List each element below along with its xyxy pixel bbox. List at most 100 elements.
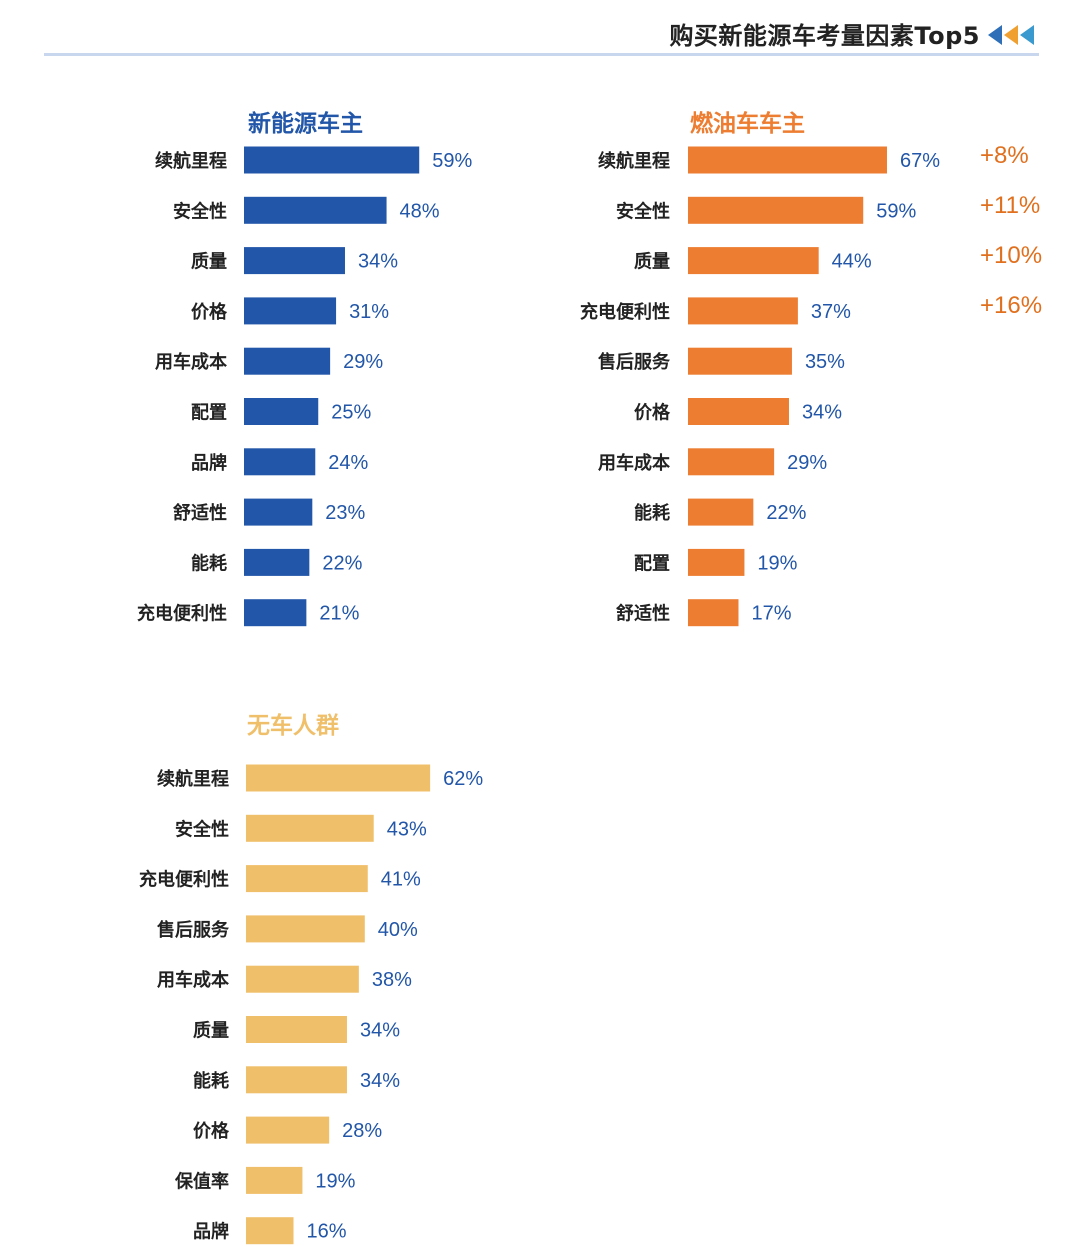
fuel-value-label: 34%	[802, 402, 842, 424]
nev-value-label: 29%	[343, 351, 383, 373]
nev-value-label: 24%	[328, 452, 368, 474]
fuel-value-label: 35%	[805, 351, 845, 373]
nev-value-label: 48%	[400, 200, 440, 222]
nocar-bar	[246, 814, 374, 842]
fuel-difference-annotation: +11%	[980, 192, 1040, 219]
nev-bar	[244, 448, 316, 476]
nev-category-label: 用车成本	[155, 351, 227, 373]
nev-owner-title: 新能源车主	[248, 111, 363, 137]
nocar-value-label: 62%	[443, 768, 483, 790]
nev-category-label: 安全性	[173, 200, 227, 222]
nev-bar	[244, 146, 420, 174]
nev-bar	[244, 347, 331, 375]
nev-value-label: 59%	[432, 150, 472, 172]
nocar-value-label: 28%	[342, 1120, 382, 1142]
fuel-bar	[688, 398, 789, 425]
nocar-category-label: 质量	[193, 1020, 229, 1042]
fuel-value-label: 29%	[787, 452, 827, 474]
nev-bar	[244, 599, 307, 627]
nocar-category-label: 充电便利性	[139, 869, 229, 891]
nev-bar	[244, 548, 310, 576]
nev-category-label: 充电便利性	[137, 603, 227, 625]
nev-category-label: 品牌	[191, 452, 227, 474]
nocar-bar	[246, 1166, 303, 1194]
fuel-owner-title: 燃油车车主	[690, 111, 805, 137]
nocar-category-label: 续航里程	[157, 768, 229, 790]
nev-value-label: 23%	[325, 502, 365, 524]
fuel-category-label: 质量	[634, 251, 670, 273]
fuel-value-label: 44%	[832, 251, 872, 273]
nocar-value-label: 41%	[381, 869, 421, 891]
fuel-bar	[688, 498, 754, 526]
triple-arrow-left-icon	[988, 25, 1034, 45]
nev-category-label: 价格	[191, 301, 228, 323]
page-title: 购买新能源车考量因素Top5	[669, 22, 980, 50]
fuel-category-label: 用车成本	[598, 452, 670, 474]
no-car-title: 无车人群	[247, 713, 339, 739]
nev-bar	[244, 398, 319, 425]
nev-value-label: 31%	[349, 301, 389, 323]
fuel-value-label: 19%	[757, 552, 797, 574]
nocar-category-label: 用车成本	[157, 969, 229, 991]
fuel-bar	[688, 448, 775, 476]
fuel-bar	[688, 146, 887, 174]
nocar-value-label: 40%	[378, 919, 418, 941]
nocar-value-label: 19%	[315, 1170, 355, 1192]
fuel-difference-annotation: +8%	[980, 142, 1029, 169]
nocar-value-label: 38%	[372, 969, 412, 991]
fuel-category-label: 舒适性	[616, 603, 670, 625]
nocar-bar	[246, 764, 431, 792]
fuel-bar	[688, 297, 798, 325]
nocar-bar	[246, 865, 368, 893]
nev-category-label: 续航里程	[155, 150, 227, 172]
nev-value-label: 25%	[331, 402, 371, 424]
nocar-bar	[246, 1217, 294, 1245]
fuel-value-label: 17%	[751, 603, 791, 625]
fuel-category-label: 能耗	[634, 502, 670, 524]
fuel-value-label: 59%	[876, 200, 916, 222]
nocar-bar	[246, 1116, 330, 1144]
fuel-category-label: 价格	[634, 402, 671, 424]
nocar-category-label: 价格	[193, 1120, 230, 1142]
nocar-value-label: 16%	[307, 1221, 347, 1243]
nocar-value-label: 34%	[360, 1070, 400, 1092]
nocar-bar	[246, 1066, 347, 1094]
nev-value-label: 22%	[322, 552, 362, 574]
nev-value-label: 34%	[358, 251, 398, 273]
fuel-bar	[688, 196, 864, 224]
nocar-category-label: 保值率	[174, 1170, 229, 1192]
nev-category-label: 舒适性	[173, 502, 227, 524]
nev-bar	[244, 297, 337, 325]
nev-category-label: 质量	[191, 251, 227, 273]
nev-bar	[244, 196, 387, 224]
nocar-category-label: 售后服务	[157, 919, 230, 941]
fuel-value-label: 37%	[811, 301, 851, 323]
nocar-bar	[246, 1016, 347, 1043]
nocar-value-label: 43%	[387, 818, 427, 840]
nocar-category-label: 品牌	[193, 1221, 229, 1243]
fuel-difference-annotation: +16%	[980, 292, 1042, 319]
fuel-category-label: 售后服务	[598, 351, 671, 373]
fuel-category-label: 配置	[634, 553, 670, 574]
nev-category-label: 配置	[191, 403, 227, 424]
nev-category-label: 能耗	[191, 552, 227, 574]
fuel-category-label: 续航里程	[598, 150, 670, 172]
fuel-bar	[688, 347, 792, 375]
fuel-difference-annotation: +10%	[980, 242, 1042, 269]
fuel-category-label: 充电便利性	[580, 301, 670, 323]
nev-value-label: 21%	[319, 603, 359, 625]
nev-bar	[244, 247, 345, 275]
fuel-value-label: 67%	[900, 150, 940, 172]
nocar-category-label: 安全性	[175, 818, 229, 840]
header-divider	[44, 53, 1039, 56]
fuel-category-label: 安全性	[616, 200, 670, 222]
nocar-value-label: 34%	[360, 1020, 400, 1042]
nev-bar	[244, 498, 313, 526]
fuel-bar	[688, 599, 739, 627]
fuel-value-label: 22%	[766, 502, 806, 524]
nocar-category-label: 能耗	[193, 1070, 229, 1092]
nocar-bar	[246, 915, 365, 943]
